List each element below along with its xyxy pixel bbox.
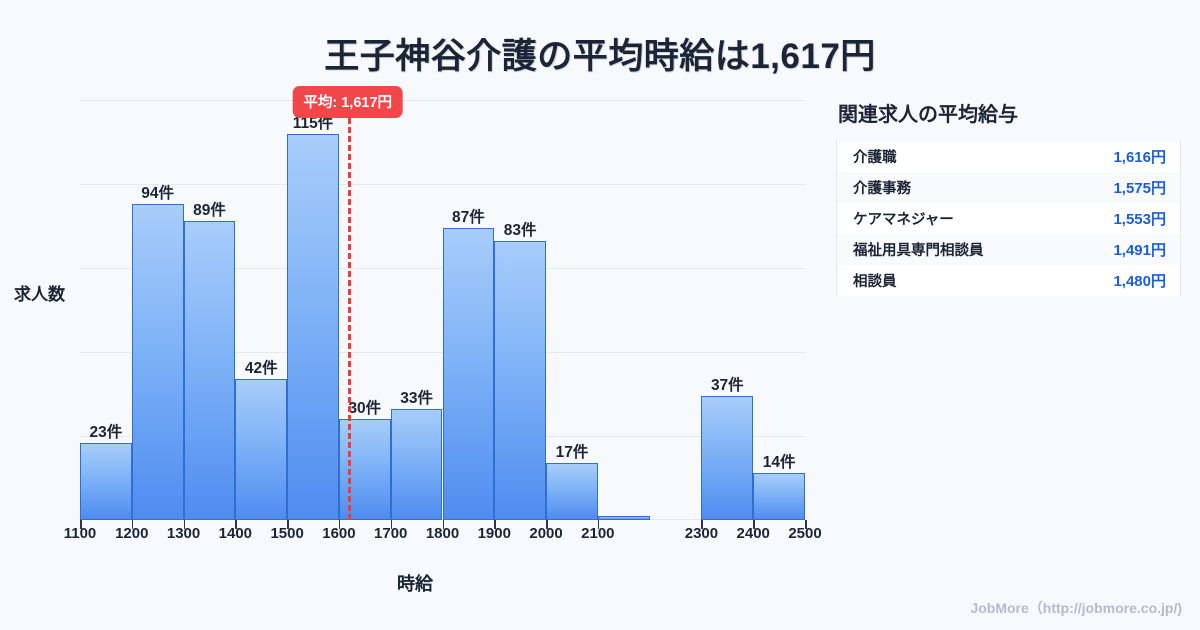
x-axis-tick-label: 2500: [788, 525, 822, 542]
salary-row-value: 1,616円: [1113, 149, 1166, 166]
x-axis-tick: [390, 520, 393, 529]
x-axis-tick-label: 1900: [477, 525, 511, 542]
bar-value-label: 30件: [348, 400, 382, 418]
bar: [390, 409, 443, 520]
salary-table-row[interactable]: 介護事務 1,575円: [837, 172, 1180, 203]
histogram-chart: 求人数 23件 94件 89件 42件 115件 30件 33件 87件 83件 17件 37件 14…: [0, 86, 830, 610]
plot-area: 23件 94件 89件 42件 115件 30件 33件 87件 83件 17件 37件 14件: [60, 100, 807, 529]
footer-credit: JobMore（http://jobmore.co.jp/): [970, 600, 1182, 616]
salary-row-value: 1,553円: [1113, 211, 1166, 228]
bar: [442, 227, 495, 520]
average-line: [347, 100, 351, 520]
bar: [753, 472, 805, 520]
x-axis-tick-label: 2100: [581, 525, 615, 542]
x-axis-tick-label: 1500: [270, 525, 304, 542]
related-salary-panel: 関連求人の平均給与 介護職 1,616円介護事務 1,575円ケアマネジャー 1,55…: [836, 98, 1181, 296]
bar: [597, 516, 650, 520]
bar-series: 23件 94件 89件 42件 115件 30件 33件 87件 83件 17件 37件 14件: [60, 100, 805, 520]
related-salary-title: 関連求人の平均給与: [838, 104, 1018, 126]
x-axis-tick: [442, 520, 444, 529]
x-axis-tick: [287, 520, 289, 529]
x-axis-tick-label: 1400: [218, 525, 253, 542]
related-salary-table: 介護職 1,616円介護事務 1,575円ケアマネジャー 1,553円福祉用具専門相談…: [836, 141, 1181, 296]
bar-value-label: 17件: [555, 443, 589, 461]
salary-row-value: 1,491円: [1113, 242, 1166, 259]
salary-row-value: 1,575円: [1113, 180, 1166, 197]
bar: [80, 442, 132, 520]
bar-value-label: 14件: [762, 453, 796, 471]
x-axis-tick-label: 2400: [736, 525, 770, 542]
bar-value-label: 37件: [710, 376, 744, 394]
x-axis-tick: [131, 520, 134, 529]
page-title: 王子神谷介護の平均時給は1,617円: [324, 37, 876, 76]
x-axis-tick: [80, 520, 82, 529]
x-axis-tick-label: 1300: [166, 525, 201, 542]
x-axis-label: 時給: [397, 574, 433, 594]
x-axis-tick-label: 1100: [63, 525, 97, 542]
x-axis-tick-label: 2000: [529, 525, 563, 542]
x-axis-tick: [235, 520, 237, 529]
salary-row-name: 介護事務: [853, 181, 911, 197]
x-axis-tick: [597, 520, 600, 529]
salary-row-name: 福祉用具専門相談員: [853, 243, 984, 259]
salary-table-row[interactable]: ケアマネジャー 1,553円: [837, 203, 1180, 234]
bar: [338, 419, 391, 520]
x-axis-tick: [753, 520, 755, 529]
bar-value-label: 83件: [503, 222, 537, 240]
x-axis-tick: [701, 520, 703, 529]
bar-value-label: 89件: [193, 201, 226, 219]
bar-value-label: 23件: [89, 423, 123, 441]
bar: [131, 204, 184, 520]
average-badge: 平均: 1,617円: [292, 86, 404, 118]
bar-value-label: 115件: [292, 114, 334, 132]
x-axis-tick: [338, 520, 341, 529]
x-axis-tick-label: 1800: [425, 525, 460, 542]
x-axis-tick-label: 1600: [322, 525, 356, 542]
salary-row-name: ケアマネジャー: [853, 212, 954, 228]
gridline: [80, 100, 805, 101]
bar: [701, 395, 754, 520]
bar-value-label: 94件: [141, 185, 175, 203]
bar-value-label: 42件: [244, 359, 278, 377]
salary-row-name: 相談員: [853, 274, 897, 290]
x-axis-tick: [546, 520, 548, 529]
bar-value-label: 33件: [400, 390, 433, 408]
x-axis-tick-label: 2300: [684, 525, 719, 542]
salary-table-row[interactable]: 相談員 1,480円: [837, 265, 1180, 296]
salary-table-row[interactable]: 福祉用具専門相談員 1,491円: [837, 234, 1180, 265]
gridline: [80, 184, 805, 185]
bar-value-label: 87件: [452, 208, 485, 226]
x-axis-tick: [805, 520, 807, 529]
bar: [235, 378, 288, 520]
y-axis-label: 求人数: [14, 285, 65, 304]
bar: [183, 220, 236, 520]
bar: [494, 241, 547, 520]
x-axis-tick: [183, 520, 186, 529]
x-axis-tick: [494, 520, 496, 529]
bar: [546, 462, 598, 520]
x-axis-tick-label: 1200: [115, 525, 149, 542]
salary-row-name: 介護職: [853, 150, 897, 166]
salary-row-value: 1,480円: [1113, 273, 1166, 290]
x-axis-tick-label: 1700: [374, 525, 408, 542]
bar: [287, 133, 339, 520]
salary-table-row[interactable]: 介護職 1,616円: [837, 141, 1180, 172]
